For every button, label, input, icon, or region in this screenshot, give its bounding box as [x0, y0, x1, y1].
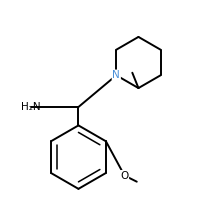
Text: H₂N: H₂N — [21, 102, 41, 112]
Text: O: O — [120, 171, 129, 181]
Text: N: N — [112, 70, 120, 80]
